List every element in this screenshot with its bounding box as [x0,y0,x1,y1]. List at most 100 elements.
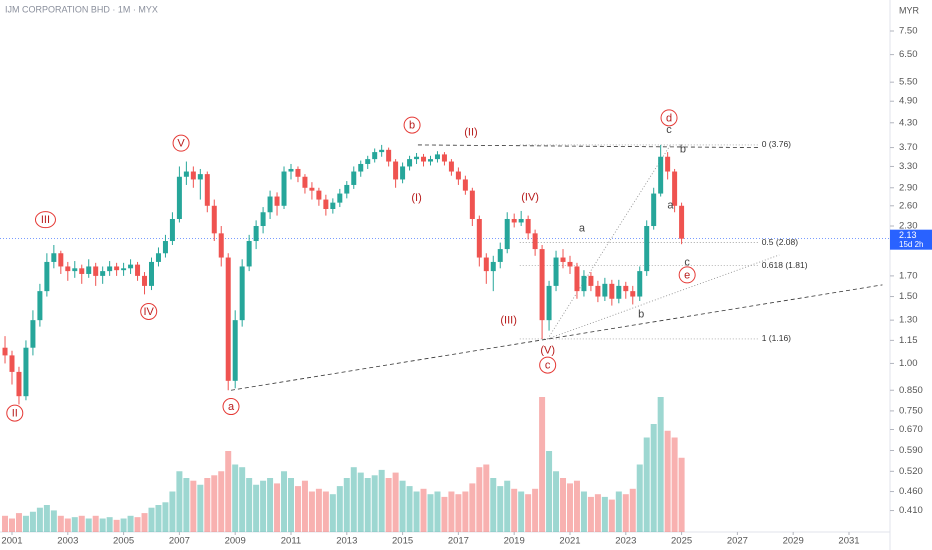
volume-bar [587,496,594,532]
volume-bar [190,480,197,532]
candle-body [644,226,650,272]
volume-bar [357,472,364,532]
candle-body [51,253,57,262]
wave-circle [172,134,190,152]
candle-body [546,285,552,321]
candle-body [623,285,629,292]
candle-body [490,261,496,272]
y-tick-label: 1.50 [899,291,918,302]
x-tick-label: 2029 [783,536,804,547]
volume-bar [532,488,539,532]
wave-label: (IV) [521,192,539,204]
axis-layer: 7.50 6.50 5.50 4.90 4.30 3.70 3.30 2.90 2.60 2.30… [1,26,932,547]
x-tick-label: 2001 [1,536,22,547]
volume-bar [329,494,336,532]
volume-bar [364,478,371,532]
wave-label: (I) [411,192,421,204]
y-tick-label: 0.460 [899,486,923,497]
candle-body [239,266,245,321]
volume-bar [441,496,448,532]
candle-body [337,193,343,203]
volume-bar [671,437,678,532]
volume-bar [225,451,232,532]
candle-body [462,179,468,191]
x-tick-label: 2003 [57,536,78,547]
candle-body [316,190,322,200]
y-tick-label: 5.50 [899,77,918,88]
volume-bar [113,519,120,532]
volume-bar [629,488,636,532]
candle-body [679,205,685,239]
wave-circle [34,211,56,229]
volume-bar [343,478,350,532]
candle-body [393,161,399,180]
volume-bar [497,486,504,532]
volume-bar [573,480,580,532]
volume-bar [204,478,211,532]
candle-body [107,266,113,272]
candle-body [281,171,287,206]
volume-bar [378,469,385,532]
candle-body [630,291,636,297]
candle-body [169,218,175,242]
chart-title: IJM CORPORATION BHD · 1M · MYX [5,4,158,14]
candle-body [658,156,664,194]
x-tick-label: 2013 [336,536,357,547]
wave-label: e [684,269,690,281]
y-tick-label: 2.30 [899,221,918,232]
wave-label: c [545,360,551,372]
volume-bar [274,483,281,532]
y-tick-label: 6.50 [899,49,918,60]
x-tick-label: 2009 [225,536,246,547]
candle-body [23,347,29,397]
candle-body [288,168,294,172]
candle-body [358,163,364,172]
y-tick-label: 1.30 [899,315,918,326]
candle-body [553,257,559,286]
candle-body [434,154,440,160]
wave-label: IV [144,306,155,318]
candle-body [560,257,566,262]
volume-bar [371,475,378,532]
candle-body [253,226,259,242]
volume-bar [85,518,92,532]
x-tick-label: 2017 [448,536,469,547]
volume-bar [462,491,469,532]
y-tick-label: 0.850 [899,385,923,396]
y-tick-label: 1.70 [899,270,918,281]
volume-bar [622,494,629,532]
volume-bar [246,478,253,532]
candle-body [211,205,217,234]
volume-bar [580,491,587,532]
candle-body [162,241,168,254]
fib-label: 1 (1.16) [762,333,791,343]
candle-body [93,266,99,276]
x-tick-label: 2023 [615,536,636,547]
volume-bar [281,471,288,532]
fib-label: 0.618 (1.81) [762,260,808,270]
wave-label: b [409,120,415,132]
volume-bar [448,491,455,532]
volume-bar [120,518,127,532]
volume-bar [518,491,525,532]
volume-bar [239,467,246,532]
wave-label: a [579,223,586,235]
candle-body [372,152,378,160]
candle-body [616,285,622,299]
candle-body [16,371,22,397]
volume-bar [664,430,671,532]
candle-body [588,275,594,286]
candle-body [267,196,273,213]
candle-body [183,171,189,177]
trendline [230,284,883,391]
volume-bar [434,491,441,532]
trendline [547,144,671,340]
candle-body [323,199,329,209]
volume-bar [176,471,183,532]
x-tick-label: 2019 [504,536,525,547]
volume-bar [315,488,322,532]
candle-body [476,218,482,258]
candle-body [114,266,120,271]
candle-body [574,266,580,292]
